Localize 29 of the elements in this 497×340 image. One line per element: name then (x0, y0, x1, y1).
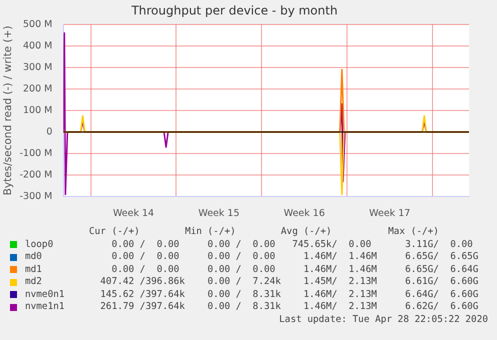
text: 261.79 /397.64k 0.00 / 8.31k 1.46M/ 2.13M 6.62G/ 6.60G (99, 301, 478, 314)
y-axis-title: Bytes/second read (-) / write (+) (2, 26, 14, 196)
text: Cur (-/+) Min (-/+) Avg (-/+) Max (-/+) (88, 226, 440, 238)
y-tick-label: -300 M (20, 191, 52, 202)
text: 0.00 / 0.00 0.00 / 0.00 1.46M/ 1.46M 6.65G/ 6.65G (110, 251, 478, 264)
x-tick-label: Week 14 (112, 208, 154, 219)
text: 0.00 / 0.00 0.00 / 0.00 1.46M/ 1.46M 6.65G/ 6.64G (110, 264, 478, 276)
text: 407.42 /396.86k 0.00 / 7.24k 1.45M/ 2.13M 6.61G/ 6.60G (99, 276, 478, 288)
y-tick-label: 0 (46, 126, 52, 138)
y-tick-label: 300 M (23, 62, 52, 73)
legend-label: md0 (25, 251, 43, 264)
x-tick-label: Week 16 (284, 208, 325, 219)
chart-title: Throughput per device - by month (130, 3, 338, 18)
y-tick-label: 400 M (23, 40, 52, 52)
legend-label: md2 (25, 276, 43, 288)
text: Last update: Tue Apr 28 22:05:22 2020 (278, 314, 488, 326)
legend-label: nvme0n1 (25, 288, 66, 301)
legend-label: md1 (25, 264, 43, 276)
x-tick-label: Week 15 (198, 208, 240, 219)
legend-label: loop0 (25, 238, 54, 251)
y-tick-label: -100 M (20, 148, 52, 160)
text: 145.62 /397.64k 0.00 / 8.31k 1.46M/ 2.13M 6.64G/ 6.60G (99, 288, 478, 301)
text: 0.00 / 0.00 0.00 / 0.00 745.65k/ 0.00 3.11G/ 0.00 (110, 238, 473, 251)
legend-label: nvme1n1 (25, 301, 66, 314)
y-tick-label: 500 M (23, 18, 52, 30)
x-tick-label: Week 17 (369, 208, 410, 219)
y-tick-label: -200 M (20, 170, 52, 181)
y-tick-label: 200 M (23, 83, 52, 94)
y-tick-label: 100 M (23, 104, 52, 116)
